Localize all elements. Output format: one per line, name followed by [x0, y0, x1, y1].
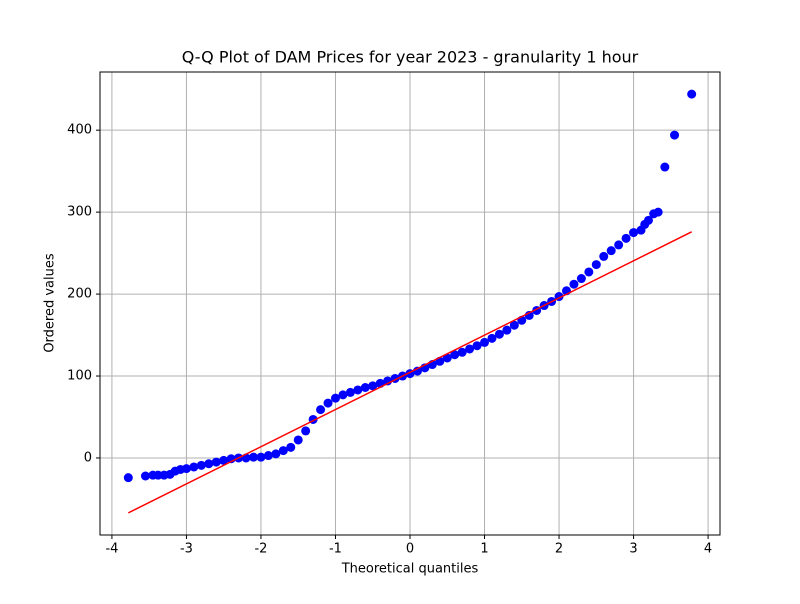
- y-axis-label: Ordered values: [43, 253, 58, 353]
- data-point: [278, 446, 288, 456]
- data-point: [450, 350, 460, 360]
- data-point: [584, 267, 594, 277]
- data-point: [614, 240, 624, 250]
- data-point: [629, 228, 639, 238]
- x-tick-label: 2: [555, 542, 563, 557]
- data-point: [472, 341, 482, 351]
- data-point: [140, 471, 150, 481]
- data-point: [123, 473, 133, 483]
- data-point: [487, 333, 497, 343]
- data-point: [338, 390, 348, 400]
- y-tick-label: 100: [67, 369, 92, 384]
- data-point: [249, 452, 259, 462]
- data-point: [204, 459, 214, 469]
- data-point: [345, 387, 355, 397]
- data-point: [196, 460, 206, 470]
- x-tick-label: 1: [480, 542, 488, 557]
- data-point: [569, 279, 579, 289]
- data-point: [643, 215, 653, 225]
- x-tick-label: 3: [629, 542, 637, 557]
- data-point: [660, 162, 670, 172]
- y-tick-label: 0: [84, 450, 92, 465]
- data-point: [181, 464, 191, 474]
- plot-frame: [99, 71, 721, 536]
- data-point: [599, 251, 609, 261]
- data-point: [271, 449, 281, 459]
- data-point: [502, 325, 512, 335]
- fit-line: [127, 231, 693, 514]
- data-point: [509, 320, 519, 330]
- data-point: [293, 435, 303, 445]
- data-point: [494, 329, 504, 339]
- data-point: [465, 344, 475, 354]
- data-point: [524, 310, 534, 320]
- x-tick-label: 0: [406, 542, 414, 557]
- x-tick-label: 4: [704, 542, 712, 557]
- data-point: [219, 455, 229, 465]
- data-point: [412, 366, 422, 376]
- data-point: [330, 393, 340, 403]
- data-point: [576, 274, 586, 284]
- data-point: [591, 260, 601, 270]
- data-point: [670, 130, 680, 140]
- y-tick-label: 400: [67, 123, 92, 138]
- data-point: [256, 452, 266, 462]
- data-point: [687, 89, 697, 99]
- chart-title: Q-Q Plot of DAM Prices for year 2023 - g…: [182, 48, 639, 67]
- data-point: [360, 382, 370, 392]
- x-tick-label: -3: [180, 542, 193, 557]
- data-point: [480, 337, 490, 347]
- data-point: [189, 462, 199, 472]
- data-point: [353, 385, 363, 395]
- data-point: [621, 233, 631, 243]
- data-point: [316, 405, 326, 415]
- data-point: [606, 246, 616, 256]
- data-point: [442, 353, 452, 363]
- data-point: [457, 347, 467, 357]
- y-tick-label: 300: [67, 205, 92, 220]
- y-tick-label: 200: [67, 287, 92, 302]
- data-point: [368, 381, 378, 391]
- x-tick-label: -4: [105, 542, 118, 557]
- x-tick-label: -1: [329, 542, 342, 557]
- x-tick-label: -2: [254, 542, 267, 557]
- data-point: [323, 398, 333, 408]
- data-point: [301, 426, 311, 436]
- data-point: [211, 457, 221, 467]
- x-axis-label: Theoretical quantiles: [341, 562, 479, 577]
- data-point: [263, 451, 273, 461]
- data-point: [286, 442, 296, 452]
- data-point: [653, 207, 663, 217]
